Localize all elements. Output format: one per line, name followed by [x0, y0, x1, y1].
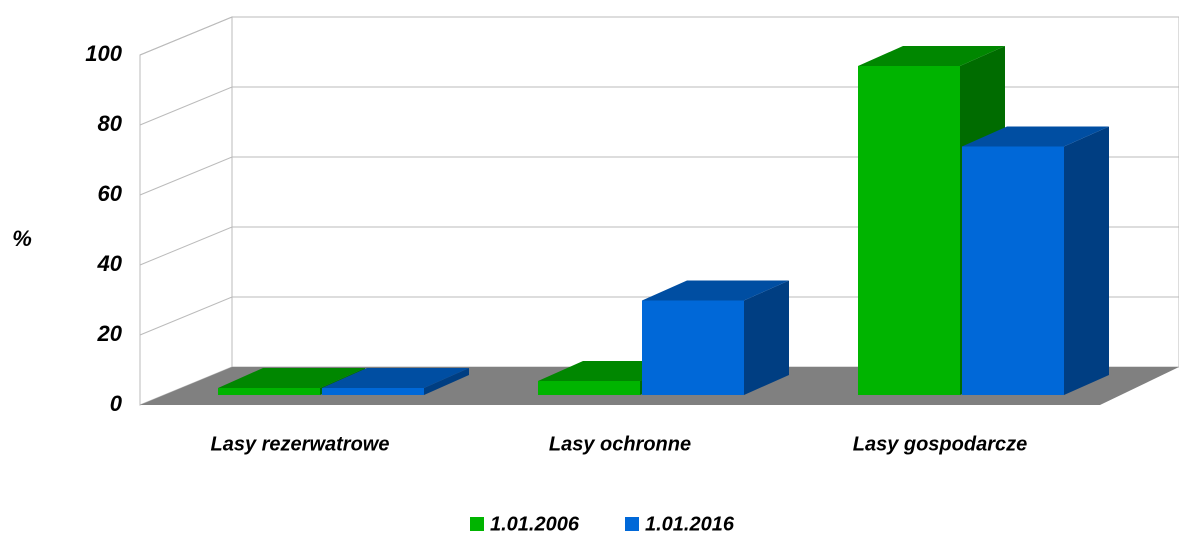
bar-top — [858, 46, 1005, 66]
bar — [858, 66, 960, 395]
bar-top — [962, 126, 1109, 147]
side-wall — [139, 16, 233, 406]
bar — [962, 146, 1064, 395]
bar-side — [1064, 126, 1109, 395]
y-axis-label: % — [12, 226, 32, 251]
bar — [322, 388, 424, 395]
bar-top — [642, 280, 789, 301]
bar — [642, 300, 744, 395]
x-tick-label: Lasy ochronne — [549, 433, 691, 455]
y-tick-label: 0 — [110, 391, 123, 416]
y-tick-label: 40 — [97, 251, 123, 276]
y-tick-label: 80 — [98, 111, 123, 136]
bar-top — [218, 368, 365, 388]
y-tick-label: 100 — [85, 41, 122, 66]
legend-label: 1.01.2016 — [645, 513, 735, 535]
bar-top — [322, 368, 469, 388]
bar-side — [744, 280, 789, 395]
bar — [538, 381, 640, 395]
legend-swatch — [470, 517, 484, 531]
legend-swatch — [625, 517, 639, 531]
bar — [218, 388, 320, 395]
y-tick-label: 20 — [97, 321, 123, 346]
grid-line — [139, 16, 1179, 56]
legend-label: 1.01.2006 — [490, 513, 580, 535]
x-tick-label: Lasy rezerwatrowe — [211, 433, 390, 455]
bar-side — [424, 368, 469, 395]
y-tick-label: 60 — [98, 181, 123, 206]
x-tick-label: Lasy gospodarcze — [853, 433, 1028, 455]
